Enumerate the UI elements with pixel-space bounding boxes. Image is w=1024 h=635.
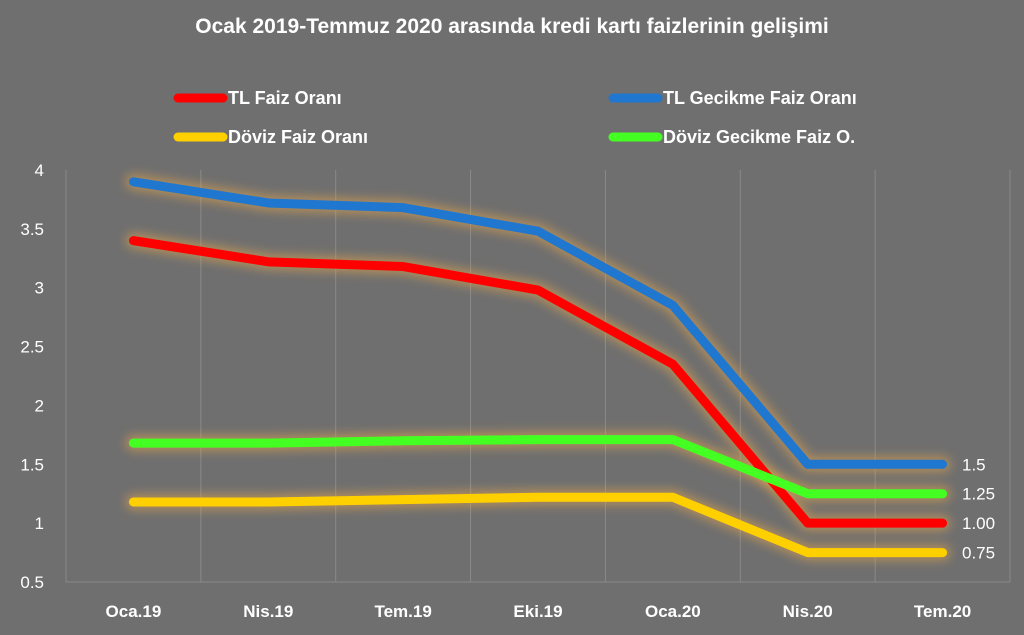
legend-label: Döviz Faiz Oranı [228, 127, 368, 147]
x-tick-label: Tem.19 [374, 602, 431, 621]
y-tick-label: 3 [35, 279, 44, 298]
x-tick-label: Eki.19 [513, 602, 562, 621]
x-tick-label: Nis.20 [783, 602, 833, 621]
end-value-label: 1.00 [962, 514, 995, 533]
legend-label: TL Faiz Oranı [228, 88, 342, 108]
y-tick-label: 3.5 [20, 220, 44, 239]
y-tick-label: 2 [35, 396, 44, 415]
series-line-3 [128, 435, 948, 499]
series-line-1 [128, 177, 948, 469]
y-tick-label: 1.5 [20, 455, 44, 474]
chart-title: Ocak 2019-Temmuz 2020 arasında kredi kar… [195, 15, 828, 38]
end-value-label: 0.75 [962, 544, 995, 563]
series-line-0 [128, 236, 948, 528]
legend-label: Döviz Gecikme Faiz O. [663, 127, 855, 147]
legend: TL Faiz Oranı TL Gecikme Faiz Oranı Döviz … [173, 88, 857, 147]
end-value-label: 1.5 [962, 455, 986, 474]
y-tick-label: 0.5 [20, 573, 44, 592]
x-tick-label: Oca.19 [106, 602, 162, 621]
x-tick-label: Nis.19 [243, 602, 293, 621]
y-axis: 0.5 1 1.5 2 2.5 3 3.5 4 [20, 161, 44, 592]
y-tick-label: 1 [35, 514, 44, 533]
x-axis: Oca.19 Nis.19 Tem.19 Eki.19 Oca.20 Nis.20 Tem.… [106, 602, 972, 621]
series-lines [125, 173, 951, 561]
gridlines [65, 170, 1011, 583]
end-value-label: 1.25 [962, 485, 995, 504]
end-labels: 1.5 1.25 1.00 0.75 [962, 455, 995, 562]
x-tick-label: Oca.20 [645, 602, 701, 621]
series-glow [125, 232, 951, 532]
series-line-2 [128, 492, 948, 558]
y-tick-label: 4 [35, 161, 44, 180]
x-tick-label: Tem.20 [914, 602, 971, 621]
series-glow [125, 173, 951, 473]
legend-label: TL Gecikme Faiz Oranı [663, 88, 857, 108]
y-tick-label: 2.5 [20, 338, 44, 357]
